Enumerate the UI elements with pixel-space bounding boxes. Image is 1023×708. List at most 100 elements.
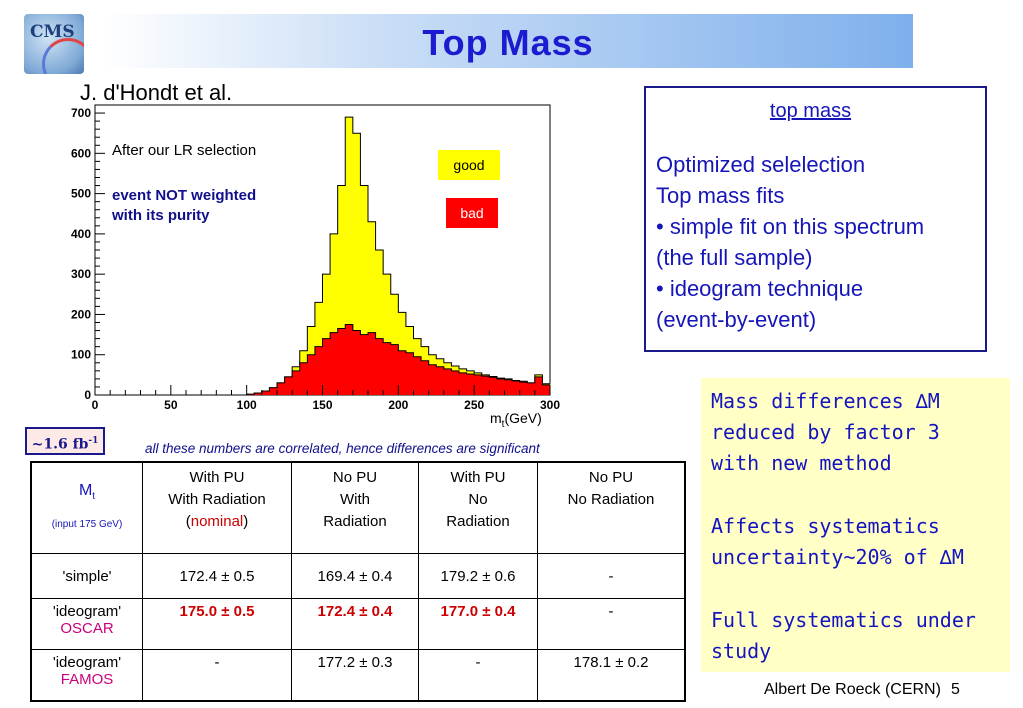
spacer [711, 573, 1000, 605]
column-header: No PU With Radiation [291, 461, 419, 554]
author-reference: J. d'Hondt et al. [80, 80, 233, 105]
cms-logo: CMS [24, 14, 84, 74]
histogram-bar-bad [428, 364, 437, 395]
histogram-bar-bad [307, 354, 316, 395]
note-line: reduced by factor 3 [711, 420, 940, 444]
table-cell: 179.2 ± 0.6 [418, 553, 538, 599]
histogram-bar-bad [292, 370, 301, 395]
histogram-bar-bad [337, 328, 346, 395]
mt-symbol: M [78, 481, 93, 499]
histogram-bar-bad [527, 382, 536, 395]
histogram-bar-bad [474, 374, 483, 395]
histogram-bar-bad [345, 324, 354, 395]
legend-bad: bad [446, 198, 498, 228]
y-tick-label: 700 [71, 106, 91, 120]
mt-label: Mt [78, 481, 96, 503]
x-tick-label: 250 [464, 398, 484, 412]
info-line: • simple fit on this spectrum [656, 214, 925, 239]
note-line: study [711, 639, 772, 663]
histogram-bar-bad [459, 372, 467, 395]
mt-input-note: (input 175 GeV) [51, 519, 123, 531]
table-cell: - [142, 649, 292, 702]
info-line: • ideogram technique [656, 276, 864, 301]
histogram-bar-good [345, 117, 354, 395]
histogram-svg: 0 100 200 300 400 500 600 700 0 50 100 150 200 250 300 [71, 104, 560, 412]
lumi-value: ~1.6 fb [31, 436, 89, 453]
histogram-bar-bad [322, 338, 331, 395]
lumi-exponent: -1 [88, 436, 99, 446]
histogram-bar-good [383, 274, 392, 395]
table-cell: 175.0 ± 0.5 [142, 598, 292, 650]
histogram-bar-bad [352, 330, 361, 395]
table-cell: 178.1 ± 0.2 [537, 649, 686, 702]
luminosity-badge: ~1.6 fb-1 [25, 427, 105, 455]
histogram-bar-good [360, 185, 369, 395]
x-tick-label: 200 [388, 398, 408, 412]
histogram-bar-bad [299, 362, 308, 395]
histogram-bar-bad [314, 346, 323, 395]
histogram-outline [246, 324, 550, 395]
histogram-bar-bad [383, 342, 392, 395]
column-header-line1: With PU [450, 469, 506, 486]
x-tick-label: 0 [92, 398, 99, 412]
y-tick-label: 200 [71, 307, 91, 321]
column-header: No PU No Radiation [537, 461, 686, 554]
x-tick-label: 50 [164, 398, 178, 412]
x-tick-label: 300 [540, 398, 560, 412]
x-tick-label: 150 [312, 398, 332, 412]
note-line: with new method [711, 451, 892, 475]
correlation-note: all these numbers are correlated, hence … [145, 441, 540, 456]
histogram-bar-good [337, 185, 346, 395]
column-header-line1: No PU [588, 469, 634, 486]
y-tick-label: 100 [71, 348, 91, 362]
column-header-line2: No Radiation [567, 491, 655, 508]
column-header: With PU With Radiation (nominal) [142, 461, 292, 554]
histogram-bar-bad [436, 366, 445, 395]
table-cell: 177.2 ± 0.3 [291, 649, 419, 702]
histogram-bar-bad [330, 332, 339, 395]
histogram-bar-bad [375, 338, 384, 395]
plot-weight-note-line2: with its purity [112, 207, 210, 224]
column-header-line2: With Radiation [168, 491, 266, 508]
x-axis-title-main: m [490, 410, 502, 426]
histogram-bar-good [368, 221, 376, 395]
x-axis-title-unit: (GeV) [504, 410, 542, 426]
histogram-bar-bad [277, 382, 285, 395]
info-line: Top mass fits [656, 183, 785, 208]
histogram-bar-good [322, 274, 331, 395]
info-line: (event-by-event) [656, 307, 817, 332]
histogram-bar-bad [254, 392, 263, 395]
x-axis-title: mt(GeV) [490, 410, 542, 430]
histogram-bar-bad [413, 356, 422, 395]
histogram-bar-bad [398, 350, 407, 395]
info-line: Optimized selelection [656, 152, 866, 177]
histogram-bar-bad [269, 387, 278, 395]
histogram-bar-good [330, 233, 339, 395]
histogram-bar-bad [542, 384, 551, 395]
histogram-bar-bad [360, 334, 369, 395]
x-axis-title-sub: t [501, 418, 505, 430]
row-label: 'ideogram' FAMOS [30, 649, 143, 702]
row-label-text: 'ideogram' [52, 603, 122, 620]
histogram-bar-bad [481, 376, 490, 395]
column-header-line3: Radiation [446, 513, 510, 530]
histogram-bar-bad [284, 376, 293, 395]
table-row: 'ideogram' OSCAR 175.0 ± 0.5 172.4 ± 0.4 … [30, 598, 686, 650]
row-label-text: 'ideogram' [52, 654, 122, 671]
histogram-bar-bad [368, 332, 376, 395]
column-header-line3-post: ) [243, 513, 249, 530]
mt-subscript: t [92, 491, 96, 503]
nominal-label: nominal [190, 513, 244, 530]
footer: Albert De Roeck (CERN) 5 [764, 681, 960, 699]
histogram-bar-bad [405, 352, 414, 395]
legend-good: good [438, 150, 500, 180]
table-header-row: Mt (input 175 GeV) With PU With Radiatio… [30, 461, 686, 554]
histogram-bar-bad [512, 380, 521, 395]
table-row: 'simple' 172.4 ± 0.5 169.4 ± 0.4 179.2 ±… [30, 553, 686, 599]
table-row: 'ideogram' FAMOS - 177.2 ± 0.3 - 178.1 ± … [30, 649, 686, 702]
title-bar: Top Mass [103, 14, 913, 68]
plot-selection-label: After our LR selection [112, 142, 257, 159]
logo-ring [42, 38, 84, 74]
histogram-bar-bad [489, 377, 498, 395]
histogram-bar-good [352, 133, 361, 395]
